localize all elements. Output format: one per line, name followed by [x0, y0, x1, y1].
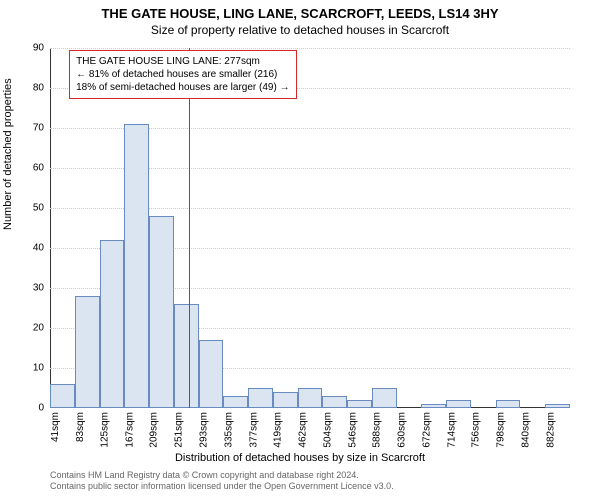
y-tick-label: 10 — [33, 363, 44, 374]
credits-line-1: Contains HM Land Registry data © Crown c… — [50, 470, 394, 481]
histogram-bar — [124, 124, 149, 408]
x-tick-label: 83sqm — [75, 408, 86, 442]
annotation-box: THE GATE HOUSE LING LANE: 277sqm← 81% of… — [69, 50, 296, 99]
histogram-bar — [50, 384, 75, 408]
credits-line-2: Contains public sector information licen… — [50, 481, 394, 492]
histogram-bar — [100, 240, 125, 408]
histogram-bar — [149, 216, 174, 408]
histogram-bar — [496, 400, 521, 408]
y-tick-label: 50 — [33, 203, 44, 214]
x-tick-label: 167sqm — [124, 408, 135, 448]
x-tick-label: 546sqm — [347, 408, 358, 448]
y-axis-label: Number of detached properties — [2, 78, 14, 230]
annotation-line: ← 81% of detached houses are smaller (21… — [76, 68, 289, 81]
x-tick-label: 630sqm — [397, 408, 408, 448]
x-tick-label: 588sqm — [372, 408, 383, 448]
x-tick-label: 714sqm — [446, 408, 457, 448]
x-axis-label: Distribution of detached houses by size … — [0, 452, 600, 464]
histogram-bar — [223, 396, 248, 408]
y-tick-label: 30 — [33, 283, 44, 294]
x-tick-label: 125sqm — [100, 408, 111, 448]
x-tick-label: 756sqm — [471, 408, 482, 448]
histogram-bar — [174, 304, 199, 408]
histogram-bar — [75, 296, 100, 408]
histogram-bar — [322, 396, 347, 408]
x-tick-label: 798sqm — [496, 408, 507, 448]
x-tick-label: 419sqm — [273, 408, 284, 448]
histogram-bar — [298, 388, 323, 408]
y-axis-line — [50, 48, 51, 408]
x-tick-label: 672sqm — [421, 408, 432, 448]
histogram-bar — [347, 400, 372, 408]
histogram-bar — [273, 392, 298, 408]
histogram-bar — [446, 400, 471, 408]
y-tick-label: 40 — [33, 243, 44, 254]
y-tick-label: 60 — [33, 163, 44, 174]
x-tick-label: 251sqm — [174, 408, 185, 448]
annotation-line: THE GATE HOUSE LING LANE: 277sqm — [76, 55, 289, 68]
chart-title: THE GATE HOUSE, LING LANE, SCARCROFT, LE… — [0, 0, 600, 21]
x-tick-label: 41sqm — [50, 408, 61, 442]
y-tick-label: 70 — [33, 123, 44, 134]
x-tick-label: 882sqm — [545, 408, 556, 448]
x-tick-label: 335sqm — [223, 408, 234, 448]
annotation-line: 18% of semi-detached houses are larger (… — [76, 81, 289, 94]
x-tick-label: 209sqm — [149, 408, 160, 448]
y-tick-label: 90 — [33, 43, 44, 54]
property-size-histogram: THE GATE HOUSE, LING LANE, SCARCROFT, LE… — [0, 0, 600, 500]
x-tick-label: 462sqm — [298, 408, 309, 448]
x-tick-label: 504sqm — [322, 408, 333, 448]
grid-line — [50, 48, 570, 49]
chart-subtitle: Size of property relative to detached ho… — [0, 21, 600, 37]
histogram-bar — [248, 388, 273, 408]
credits-text: Contains HM Land Registry data © Crown c… — [50, 470, 394, 492]
y-tick-label: 80 — [33, 83, 44, 94]
y-tick-label: 0 — [38, 403, 44, 414]
property-marker-line — [189, 48, 190, 408]
x-tick-label: 377sqm — [248, 408, 259, 448]
plot-area: 010203040506070809041sqm83sqm125sqm167sq… — [50, 48, 570, 408]
histogram-bar — [199, 340, 224, 408]
x-tick-label: 293sqm — [199, 408, 210, 448]
x-tick-label: 840sqm — [520, 408, 531, 448]
histogram-bar — [372, 388, 397, 408]
y-tick-label: 20 — [33, 323, 44, 334]
